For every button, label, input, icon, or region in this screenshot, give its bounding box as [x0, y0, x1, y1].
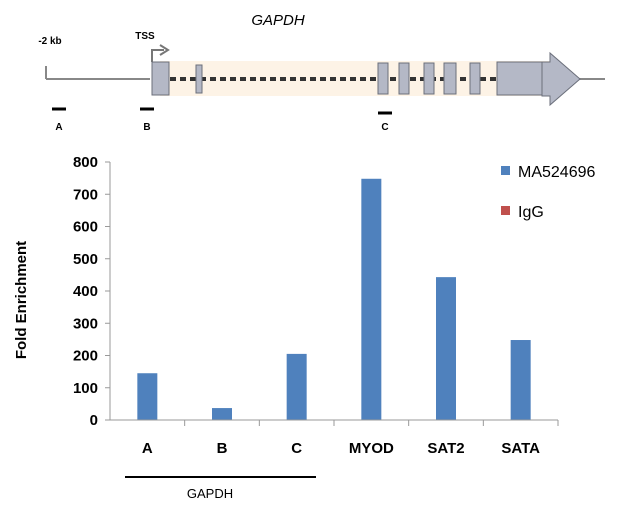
exons — [151, 51, 581, 107]
exon-box — [195, 64, 203, 94]
y-axis-ticks: 0 100 200 300 400 500 600 700 800 — [73, 154, 110, 429]
bar-ma524696-b — [212, 408, 232, 420]
bar-ma524696-sat2 — [436, 277, 456, 420]
exon-box — [377, 62, 389, 95]
gene-map: GAPDH -2 kb TSS A B C — [38, 12, 605, 133]
bar-ma524696-c — [286, 353, 307, 420]
group-label: GAPDH — [187, 486, 233, 501]
amplicons: A B C — [52, 107, 392, 133]
upstream-label: -2 kb — [38, 36, 61, 47]
y-tick-label: 300 — [73, 315, 98, 332]
exon-box — [398, 62, 410, 95]
gene-end-arrow — [541, 51, 581, 107]
bar-ma524696-myod — [361, 178, 382, 420]
y-tick-label: 700 — [73, 186, 98, 203]
x-category-label: SATA — [501, 440, 540, 457]
y-tick-label: 200 — [73, 348, 98, 365]
bars — [137, 178, 531, 420]
exon-box — [151, 61, 170, 96]
tss-arrow-head — [159, 44, 170, 56]
amplicon-c-label: C — [381, 122, 388, 133]
y-tick-label: 600 — [73, 219, 98, 236]
gene-name: GAPDH — [251, 12, 305, 29]
tss-arrow — [151, 49, 164, 62]
y-tick-label: 100 — [73, 380, 98, 397]
bar-ma524696-sata — [510, 340, 531, 420]
x-axis-labels: A B C MYOD SAT2 SATA — [142, 420, 559, 457]
y-axis-title: Fold Enrichment — [13, 241, 30, 359]
x-category-label: C — [291, 440, 302, 457]
exon-box — [423, 62, 435, 95]
tss-label: TSS — [135, 31, 155, 42]
legend: MA524696 IgG — [501, 164, 595, 221]
legend-label-igg: IgG — [518, 204, 544, 221]
exon-box — [443, 62, 457, 95]
x-category-label: SAT2 — [427, 440, 464, 457]
exon-box — [496, 61, 543, 96]
y-tick-label: 400 — [73, 283, 98, 300]
amplicon-b-label: B — [143, 122, 150, 133]
amplicon-a-label: A — [55, 122, 62, 133]
exon-box — [469, 62, 481, 95]
legend-label-ma524696: MA524696 — [518, 164, 595, 181]
y-tick-label: 500 — [73, 251, 98, 268]
bar-chart: 0 100 200 300 400 500 600 700 800 A B C MYOD SAT2 SAT… — [13, 154, 595, 501]
x-category-label: A — [142, 440, 153, 457]
legend-swatch-igg — [501, 206, 510, 215]
x-category-label: B — [217, 440, 228, 457]
bar-ma524696-a — [137, 373, 158, 420]
y-tick-label: 0 — [90, 412, 98, 429]
legend-swatch-ma524696 — [501, 166, 510, 175]
y-tick-label: 800 — [73, 154, 98, 171]
x-category-label: MYOD — [349, 440, 394, 457]
